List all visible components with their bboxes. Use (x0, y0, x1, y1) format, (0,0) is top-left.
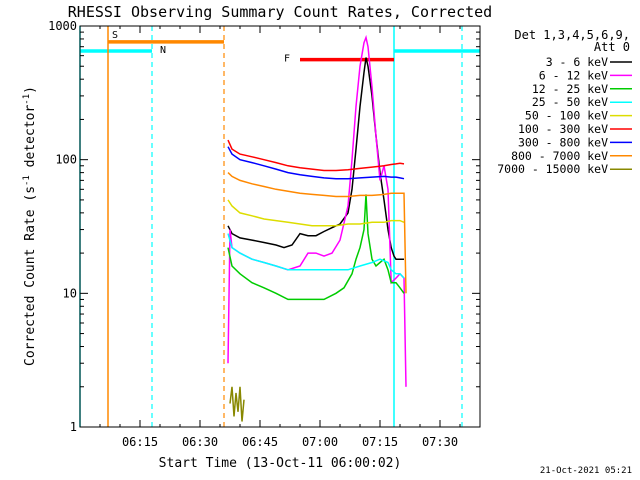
legend-label-8: 800 - 7000 keV (511, 149, 608, 163)
interval-label-N: N (160, 45, 166, 56)
legend-label-4: 25 - 50 keV (532, 95, 608, 109)
x-axis: 06:15 06:30 06:45 07:00 07:15 07:30 (99, 26, 461, 449)
series-line-8 (227, 172, 407, 294)
plot-area: S N F (79, 26, 480, 427)
y-axis-label: Corrected Count Rate (s-1 detector-1) (22, 86, 38, 366)
y-label-mid: detector (23, 105, 38, 176)
series-line-6 (227, 139, 405, 172)
legend-label-7: 300 - 800 keV (518, 135, 608, 149)
x-tick-label: 06:30 (182, 435, 218, 449)
y-label-main: Corrected Count Rate (s (23, 186, 38, 366)
y-tick-label: 1000 (48, 19, 77, 33)
series-line-1 (227, 57, 404, 260)
legend-label-6: 100 - 300 keV (518, 122, 608, 136)
x-axis-label: Start Time (13-Oct-11 06:00:02) (159, 456, 402, 471)
series-line-3 (227, 194, 405, 301)
y-label-sup-1: -1 (22, 175, 32, 186)
legend-label-5: 50 - 100 keV (525, 109, 608, 123)
y-tick-label: 1 (70, 420, 77, 434)
y-axis: 1 10 100 1000 (48, 19, 480, 434)
x-tick-label: 07:15 (362, 435, 398, 449)
interval-label-S: S (112, 30, 118, 41)
legend-label-1: 3 - 6 keV (546, 55, 608, 69)
series-line-7 (227, 146, 405, 180)
legend-label-3: 12 - 25 keV (532, 82, 608, 96)
chart-title: RHESSI Observing Summary Count Rates, Co… (68, 3, 492, 21)
legend-label-9: 7000 - 15000 keV (497, 162, 608, 176)
legend-header-line-2: Att 0 (594, 40, 630, 54)
series-line-4 (227, 233, 405, 279)
x-tick-label: 06:45 (242, 435, 278, 449)
footer-timestamp: 21-Oct-2021 05:21 (540, 466, 632, 476)
y-label-sup-2: -1 (22, 94, 32, 105)
x-tick-label: 07:30 (422, 435, 458, 449)
x-tick-label: 06:15 (122, 435, 158, 449)
series-line-5 (227, 199, 405, 227)
y-tick-label: 10 (63, 286, 77, 300)
y-label-end: ) (23, 86, 38, 94)
series-line-9 (229, 386, 245, 422)
legend-label-2: 6 - 12 keV (539, 68, 608, 82)
interval-label-F: F (284, 54, 290, 65)
legend-header-line-1: Det 1,3,4,5,6,9, (514, 28, 630, 42)
x-tick-label: 07:00 (302, 435, 338, 449)
y-tick-label: 100 (55, 153, 77, 167)
